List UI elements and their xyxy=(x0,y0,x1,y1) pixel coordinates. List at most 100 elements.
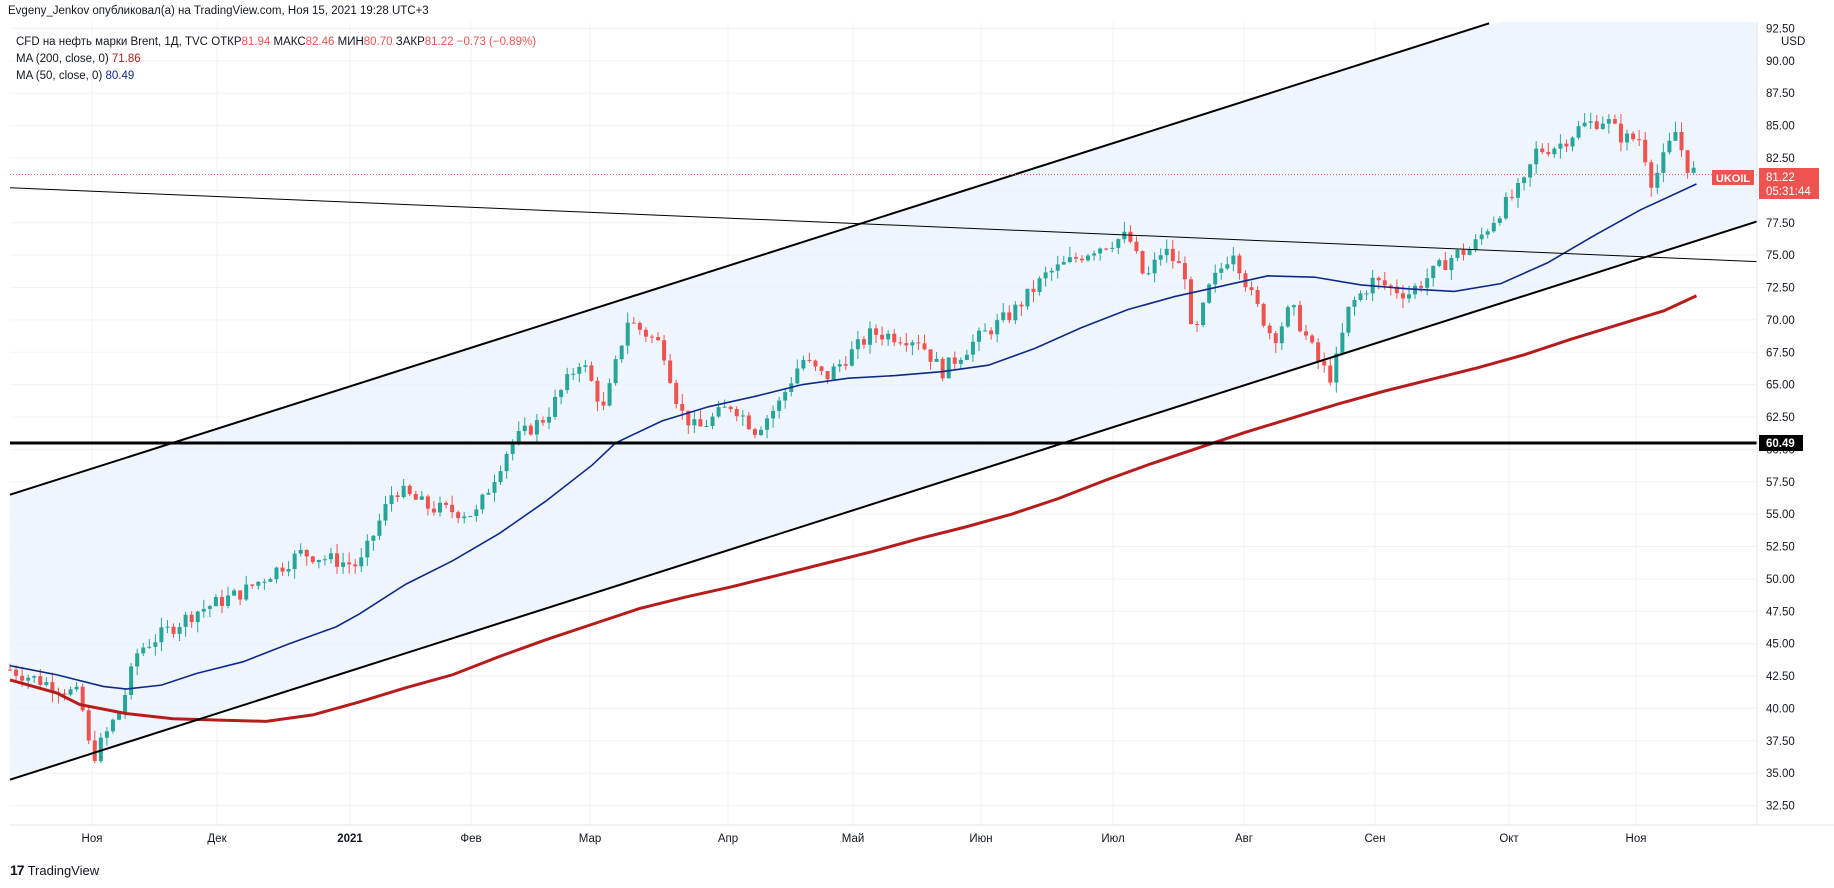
candle-body xyxy=(801,359,806,369)
candle-body xyxy=(692,419,697,426)
candle-body xyxy=(1219,268,1224,273)
candle-body xyxy=(849,349,854,366)
candle-body xyxy=(777,400,782,411)
candle-body xyxy=(528,425,533,435)
channel-upper-trendline[interactable] xyxy=(9,22,1490,496)
candle-body xyxy=(1316,342,1321,361)
level-label-bg xyxy=(1759,435,1803,451)
candle-body xyxy=(153,642,158,647)
candle-body xyxy=(371,535,376,541)
candle-body xyxy=(14,669,19,676)
candle-body xyxy=(765,418,770,430)
legend-ma50-row[interactable]: MA (50, close, 0) 80.49 xyxy=(16,68,536,85)
candle-body xyxy=(268,579,273,582)
candle-body xyxy=(1291,305,1296,308)
candle-body xyxy=(1231,255,1236,265)
candle-body xyxy=(498,471,503,482)
candle-body xyxy=(504,453,509,472)
candle-body xyxy=(686,410,691,426)
candle-body xyxy=(377,520,382,536)
candle-body xyxy=(159,627,164,643)
candle-body xyxy=(710,416,715,427)
candle-body xyxy=(625,322,630,346)
candle-body xyxy=(280,567,285,572)
close-value: 81.22 xyxy=(424,36,454,48)
candle-body xyxy=(1667,140,1672,153)
candle-body xyxy=(44,682,49,685)
candle-body xyxy=(1419,285,1424,288)
candle-body xyxy=(1449,257,1454,271)
candle-body xyxy=(892,333,897,343)
candle-body xyxy=(1679,131,1684,151)
candle-body xyxy=(637,322,642,330)
candle-body xyxy=(1310,335,1315,343)
price-tick-label: 57.50 xyxy=(1766,477,1795,489)
candle-body xyxy=(940,358,945,379)
channel-lower-trendline[interactable] xyxy=(9,220,1758,781)
candle-body xyxy=(1631,133,1636,140)
candle-body xyxy=(407,485,412,495)
candle-body xyxy=(522,425,527,432)
candle-body xyxy=(189,614,194,623)
price-tick-label: 75.00 xyxy=(1766,250,1795,262)
candle-body xyxy=(165,626,170,628)
tradingview-brand[interactable]: 17 TradingView xyxy=(10,862,99,878)
candle-body xyxy=(837,364,842,367)
candle-body xyxy=(365,540,370,558)
legend-ma200-row[interactable]: MA (200, close, 0) 71.86 xyxy=(16,51,536,68)
open-value: 81.94 xyxy=(241,36,271,48)
channel-fill xyxy=(10,22,1757,780)
candle-body xyxy=(1037,278,1042,292)
time-tick-label: Фев xyxy=(460,833,481,845)
candle-body xyxy=(310,556,315,563)
candle-body xyxy=(595,380,600,402)
candle-body xyxy=(1503,196,1508,219)
candle-body xyxy=(135,653,140,667)
candle-body xyxy=(825,371,830,380)
candle-body xyxy=(534,420,539,435)
candle-body xyxy=(583,365,588,367)
candle-body xyxy=(1570,137,1575,147)
candle-body xyxy=(256,581,261,586)
candle-body xyxy=(195,611,200,623)
candle-body xyxy=(631,322,636,324)
time-scale[interactable]: Ноя Дек 2021 Фев Мар Апр Май Июн Июл Авг Сен Окт Ноя xyxy=(82,833,1647,845)
candle-body xyxy=(129,666,134,696)
candle-body xyxy=(117,712,122,720)
candle-body xyxy=(1225,264,1230,269)
candle-body xyxy=(1207,284,1212,303)
descending-trendline[interactable] xyxy=(9,187,1758,263)
candle-body xyxy=(219,596,224,606)
candle-body xyxy=(474,509,479,517)
candle-body xyxy=(1588,121,1593,123)
candle-body xyxy=(1655,172,1660,188)
price-tick-label: 85.00 xyxy=(1766,121,1795,133)
high-label: МАКС xyxy=(273,36,306,48)
candle-body xyxy=(1625,133,1630,143)
candle-body xyxy=(577,366,582,374)
candle-body xyxy=(1546,152,1551,155)
candle-body xyxy=(244,584,249,600)
candle-body xyxy=(147,646,152,648)
candle-body xyxy=(752,429,757,435)
candle-body xyxy=(298,549,303,554)
time-tick-label: Июл xyxy=(1101,833,1124,845)
price-tick-label: 40.00 xyxy=(1766,703,1795,715)
candle-body xyxy=(880,334,885,340)
legend-symbol-row[interactable]: CFD на нефть марки Brent, 1Д, TVC ОТКР81… xyxy=(16,34,536,51)
candle-body xyxy=(734,409,739,417)
candle-body xyxy=(928,349,933,362)
price-tick-label: 67.50 xyxy=(1766,347,1795,359)
candle-body xyxy=(123,695,128,713)
candle-body xyxy=(589,365,594,381)
low-value: 80.70 xyxy=(363,36,393,48)
candle-body xyxy=(1079,258,1084,261)
candle-body xyxy=(1376,277,1381,281)
candle-body xyxy=(1019,304,1024,307)
price-scale[interactable]: 92.5090.0087.5085.0082.5080.0077.5075.00… xyxy=(1766,23,1795,812)
candle-body xyxy=(141,647,146,654)
candle-body xyxy=(1485,231,1490,235)
last-price-bg xyxy=(1759,168,1819,199)
candle-body xyxy=(886,333,891,340)
